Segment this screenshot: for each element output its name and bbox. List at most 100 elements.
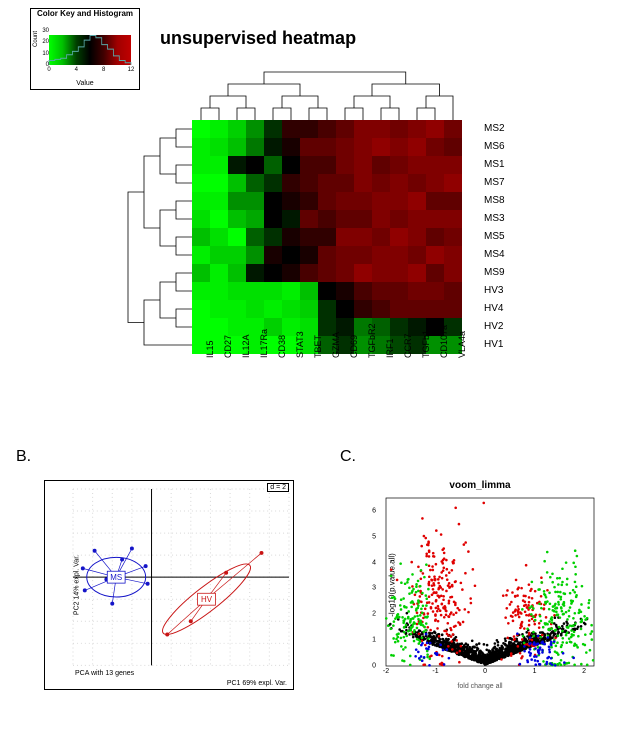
heatmap-cell: [390, 282, 408, 300]
heatmap-cell: [354, 138, 372, 156]
pca-caption: PCA with 13 genes: [75, 670, 134, 677]
heatmap-cell: [246, 228, 264, 246]
row-label: MS7: [484, 174, 505, 192]
heatmap-cell: [282, 192, 300, 210]
heatmap-cell: [318, 210, 336, 228]
heatmap-cell: [264, 174, 282, 192]
svg-text:HV: HV: [201, 595, 213, 604]
heatmap-cell: [390, 228, 408, 246]
heatmap-cell: [318, 300, 336, 318]
col-label: CD107a: [439, 325, 449, 358]
heatmap-cell: [390, 264, 408, 282]
heatmap-cell: [444, 282, 462, 300]
heatmap-cell: [426, 210, 444, 228]
heatmap-cell: [192, 138, 210, 156]
heatmap-cell: [318, 246, 336, 264]
heatmap-cell: [228, 138, 246, 156]
row-dendrogram: [112, 120, 192, 354]
heatmap-cell: [246, 264, 264, 282]
col-label: TBET: [313, 335, 323, 358]
col-label: TGFb1: [421, 330, 431, 358]
row-label: MS2: [484, 120, 505, 138]
heatmap-cell: [210, 228, 228, 246]
heatmap-cell: [210, 120, 228, 138]
color-key-xlabel: Value: [31, 80, 139, 87]
heatmap-cell: [300, 156, 318, 174]
heatmap-cell: [264, 120, 282, 138]
color-key-title: Color Key and Histogram: [31, 9, 139, 20]
row-label: HV1: [484, 336, 505, 354]
heatmap-cell: [336, 120, 354, 138]
heatmap-cell: [426, 156, 444, 174]
heatmap-cell: [192, 246, 210, 264]
heatmap-cell: [318, 282, 336, 300]
heatmap-grid: [192, 120, 462, 354]
heatmap-cell: [390, 156, 408, 174]
heatmap-cell: [282, 228, 300, 246]
pca-xlabel: PC1 69% expl. Var.: [227, 680, 287, 687]
heatmap-cell: [300, 120, 318, 138]
heatmap-cell: [192, 120, 210, 138]
heatmap-cell: [408, 264, 426, 282]
heatmap-cell: [282, 300, 300, 318]
heatmap-cell: [300, 210, 318, 228]
heatmap-cell: [210, 300, 228, 318]
column-dendrogram: [192, 60, 480, 120]
heatmap-cell: [444, 246, 462, 264]
pca-plot: MSHV: [73, 489, 289, 665]
heatmap-cell: [444, 300, 462, 318]
heatmap-cell: [354, 282, 372, 300]
heatmap-cell: [408, 138, 426, 156]
pca-d-label: d = 2: [267, 483, 289, 492]
heatmap-cell: [408, 282, 426, 300]
heatmap-cell: [336, 210, 354, 228]
volcano-xlabel: fold change all: [360, 683, 600, 690]
heatmap-cell: [372, 264, 390, 282]
heatmap-cell: [264, 192, 282, 210]
heatmap-cell: [354, 264, 372, 282]
heatmap-cell: [390, 300, 408, 318]
heatmap-cell: [192, 210, 210, 228]
heatmap-cell: [408, 246, 426, 264]
heatmap-cell: [300, 138, 318, 156]
heatmap-cell: [408, 174, 426, 192]
heatmap-cell: [228, 246, 246, 264]
heatmap-cell: [264, 246, 282, 264]
heatmap-cell: [192, 192, 210, 210]
heatmap-cell: [372, 300, 390, 318]
heatmap-cell: [354, 246, 372, 264]
heatmap-cell: [318, 156, 336, 174]
heatmap-cell: [192, 156, 210, 174]
heatmap-cell: [426, 282, 444, 300]
heatmap-cell: [372, 246, 390, 264]
heatmap-cell: [192, 300, 210, 318]
heatmap-cell: [372, 156, 390, 174]
panel-b-pca: PC2 14% expl. Var. MSHV d = 2 PCA with 1…: [44, 480, 294, 690]
heatmap-cell: [390, 210, 408, 228]
heatmap-cell: [336, 246, 354, 264]
heatmap-cell: [264, 282, 282, 300]
heatmap-cell: [300, 192, 318, 210]
heatmap-cell: [282, 246, 300, 264]
heatmap-cell: [408, 210, 426, 228]
heatmap-title: unsupervised heatmap: [160, 28, 356, 49]
heatmap-cell: [282, 138, 300, 156]
heatmap-cell: [192, 282, 210, 300]
heatmap-cell: [408, 300, 426, 318]
heatmap-cell: [408, 156, 426, 174]
heatmap-cell: [426, 264, 444, 282]
heatmap-cell: [282, 156, 300, 174]
heatmap-cell: [444, 210, 462, 228]
col-label: CCR7: [403, 333, 413, 358]
heatmap-cell: [300, 246, 318, 264]
heatmap-cell: [228, 300, 246, 318]
heatmap-cell: [336, 282, 354, 300]
heatmap-cell: [372, 282, 390, 300]
heatmap-cell: [336, 174, 354, 192]
heatmap-cell: [372, 192, 390, 210]
color-key-gradient: [49, 35, 131, 65]
heatmap-cell: [210, 192, 228, 210]
heatmap-cell: [300, 300, 318, 318]
heatmap-cell: [426, 300, 444, 318]
heatmap-cell: [318, 228, 336, 246]
